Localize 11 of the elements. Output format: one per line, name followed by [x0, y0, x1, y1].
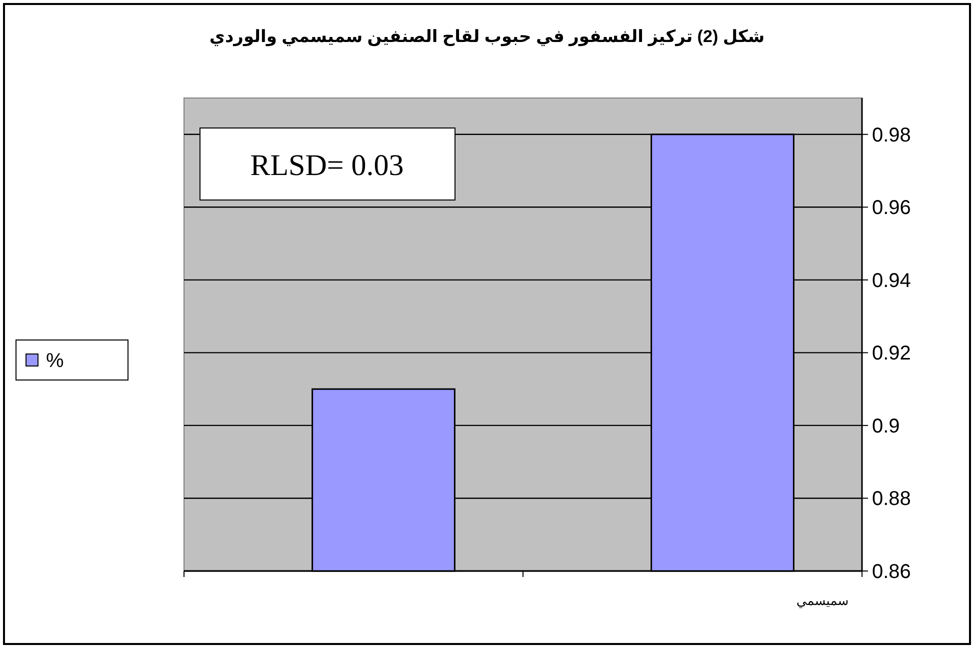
y-tick-label: 0.94 — [872, 270, 911, 292]
y-tick-label: 0.96 — [872, 197, 911, 220]
y-tick-label: 0.88 — [872, 488, 911, 510]
annotation: RLSD= 0.03 — [250, 149, 404, 182]
chart-title: شكل (2) تركيز الفسفور في حبوب لقاح الصنفين سميسمي والوردي — [209, 27, 765, 47]
y-tick-label: 0.92 — [872, 342, 911, 365]
y-tick-label: 0.9 — [872, 415, 900, 438]
y-tick-label: 0.98 — [872, 124, 911, 146]
y-tick-label: 0.86 — [872, 561, 911, 583]
x-tick-label: سميسمي — [796, 594, 849, 609]
legend-label: % — [46, 350, 64, 372]
